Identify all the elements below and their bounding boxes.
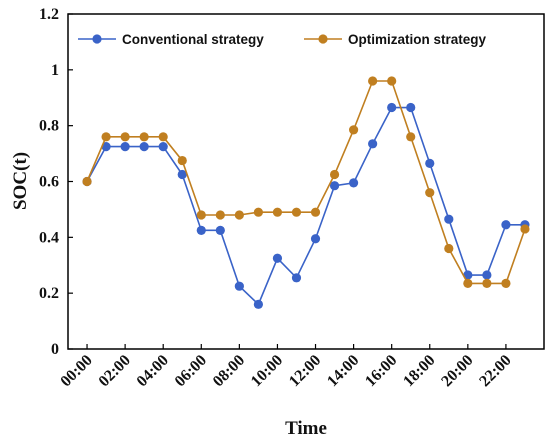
- x-tick-label: 14:00: [324, 352, 362, 390]
- legend-marker: [318, 34, 328, 44]
- data-point: [120, 142, 130, 152]
- legend-label: Optimization strategy: [348, 32, 487, 47]
- data-point: [291, 273, 302, 283]
- x-tick-label: 18:00: [400, 352, 438, 390]
- x-tick-label: 08:00: [210, 352, 248, 390]
- data-point: [368, 139, 378, 149]
- data-point: [463, 270, 473, 280]
- data-point: [310, 234, 321, 244]
- x-tick-label: 02:00: [96, 352, 134, 390]
- data-point: [196, 225, 206, 235]
- y-tick-label: 1.2: [39, 6, 59, 23]
- series-line-1: [86, 80, 526, 285]
- data-point: [482, 270, 492, 280]
- y-tick-label: 0.6: [39, 174, 59, 191]
- y-axis-ticks: 0 0.2 0.4 0.6 0.8 1 1.2: [39, 6, 73, 358]
- y-tick-label: 0: [51, 341, 59, 358]
- x-tick-label: 10:00: [248, 352, 286, 390]
- data-point: [101, 132, 111, 142]
- data-point: [234, 281, 244, 291]
- data-point: [310, 207, 321, 217]
- data-point: [215, 225, 225, 235]
- x-axis-ticks: 00:00 02:00 04:00 06:00 08:00 10:00 12:00 14:00…: [57, 344, 515, 390]
- data-point: [387, 76, 397, 86]
- data-point: [120, 132, 130, 142]
- x-tick-label: 20:00: [438, 352, 476, 390]
- x-tick-label: 06:00: [172, 352, 210, 390]
- data-point: [158, 142, 168, 152]
- data-point: [139, 142, 149, 152]
- data-point: [329, 181, 340, 191]
- y-tick-label: 1: [51, 62, 59, 79]
- series-layer: [82, 76, 530, 309]
- x-axis-title: Time: [285, 418, 327, 439]
- data-point: [272, 253, 283, 263]
- data-point: [177, 169, 187, 180]
- x-tick-label: 00:00: [57, 352, 95, 390]
- data-point: [177, 155, 187, 166]
- x-tick-label: 22:00: [476, 352, 514, 390]
- plot-frame: [67, 13, 545, 350]
- data-point: [444, 214, 454, 224]
- data-point: [425, 188, 435, 198]
- x-tick-label: 16:00: [362, 352, 400, 390]
- data-point: [387, 102, 397, 113]
- data-point: [234, 210, 244, 220]
- data-point: [406, 102, 416, 113]
- data-point: [501, 278, 511, 288]
- data-point: [349, 178, 359, 188]
- data-point: [82, 176, 92, 187]
- data-point: [463, 278, 473, 288]
- data-point: [368, 76, 378, 86]
- x-tick-label: 04:00: [134, 352, 172, 390]
- data-point: [501, 220, 511, 230]
- y-tick-label: 0.4: [39, 229, 59, 246]
- data-point: [253, 207, 263, 217]
- y-tick-label: 0.2: [39, 285, 59, 302]
- data-point: [196, 210, 206, 220]
- y-axis-title: SOC(t): [10, 152, 31, 210]
- y-tick-label: 0.8: [39, 118, 59, 135]
- data-point: [272, 207, 283, 217]
- legend: Conventional strategy Optimization strate…: [78, 32, 487, 47]
- data-point: [482, 278, 492, 288]
- data-point: [349, 125, 359, 135]
- data-point: [139, 132, 149, 142]
- data-point: [101, 142, 111, 152]
- legend-marker: [92, 34, 102, 44]
- legend-label: Conventional strategy: [122, 32, 264, 47]
- data-point: [425, 158, 435, 168]
- data-point: [158, 132, 168, 142]
- x-tick-label: 12:00: [286, 352, 324, 390]
- data-point: [520, 224, 530, 234]
- data-point: [291, 207, 302, 217]
- data-point: [406, 132, 416, 142]
- data-point: [444, 243, 454, 254]
- data-point: [253, 299, 263, 309]
- data-point: [329, 169, 340, 180]
- data-point: [215, 210, 225, 220]
